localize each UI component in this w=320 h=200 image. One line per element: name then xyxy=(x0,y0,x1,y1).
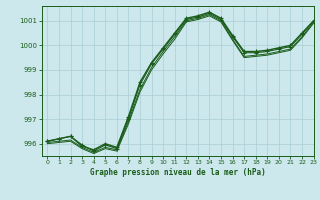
X-axis label: Graphe pression niveau de la mer (hPa): Graphe pression niveau de la mer (hPa) xyxy=(90,168,266,177)
